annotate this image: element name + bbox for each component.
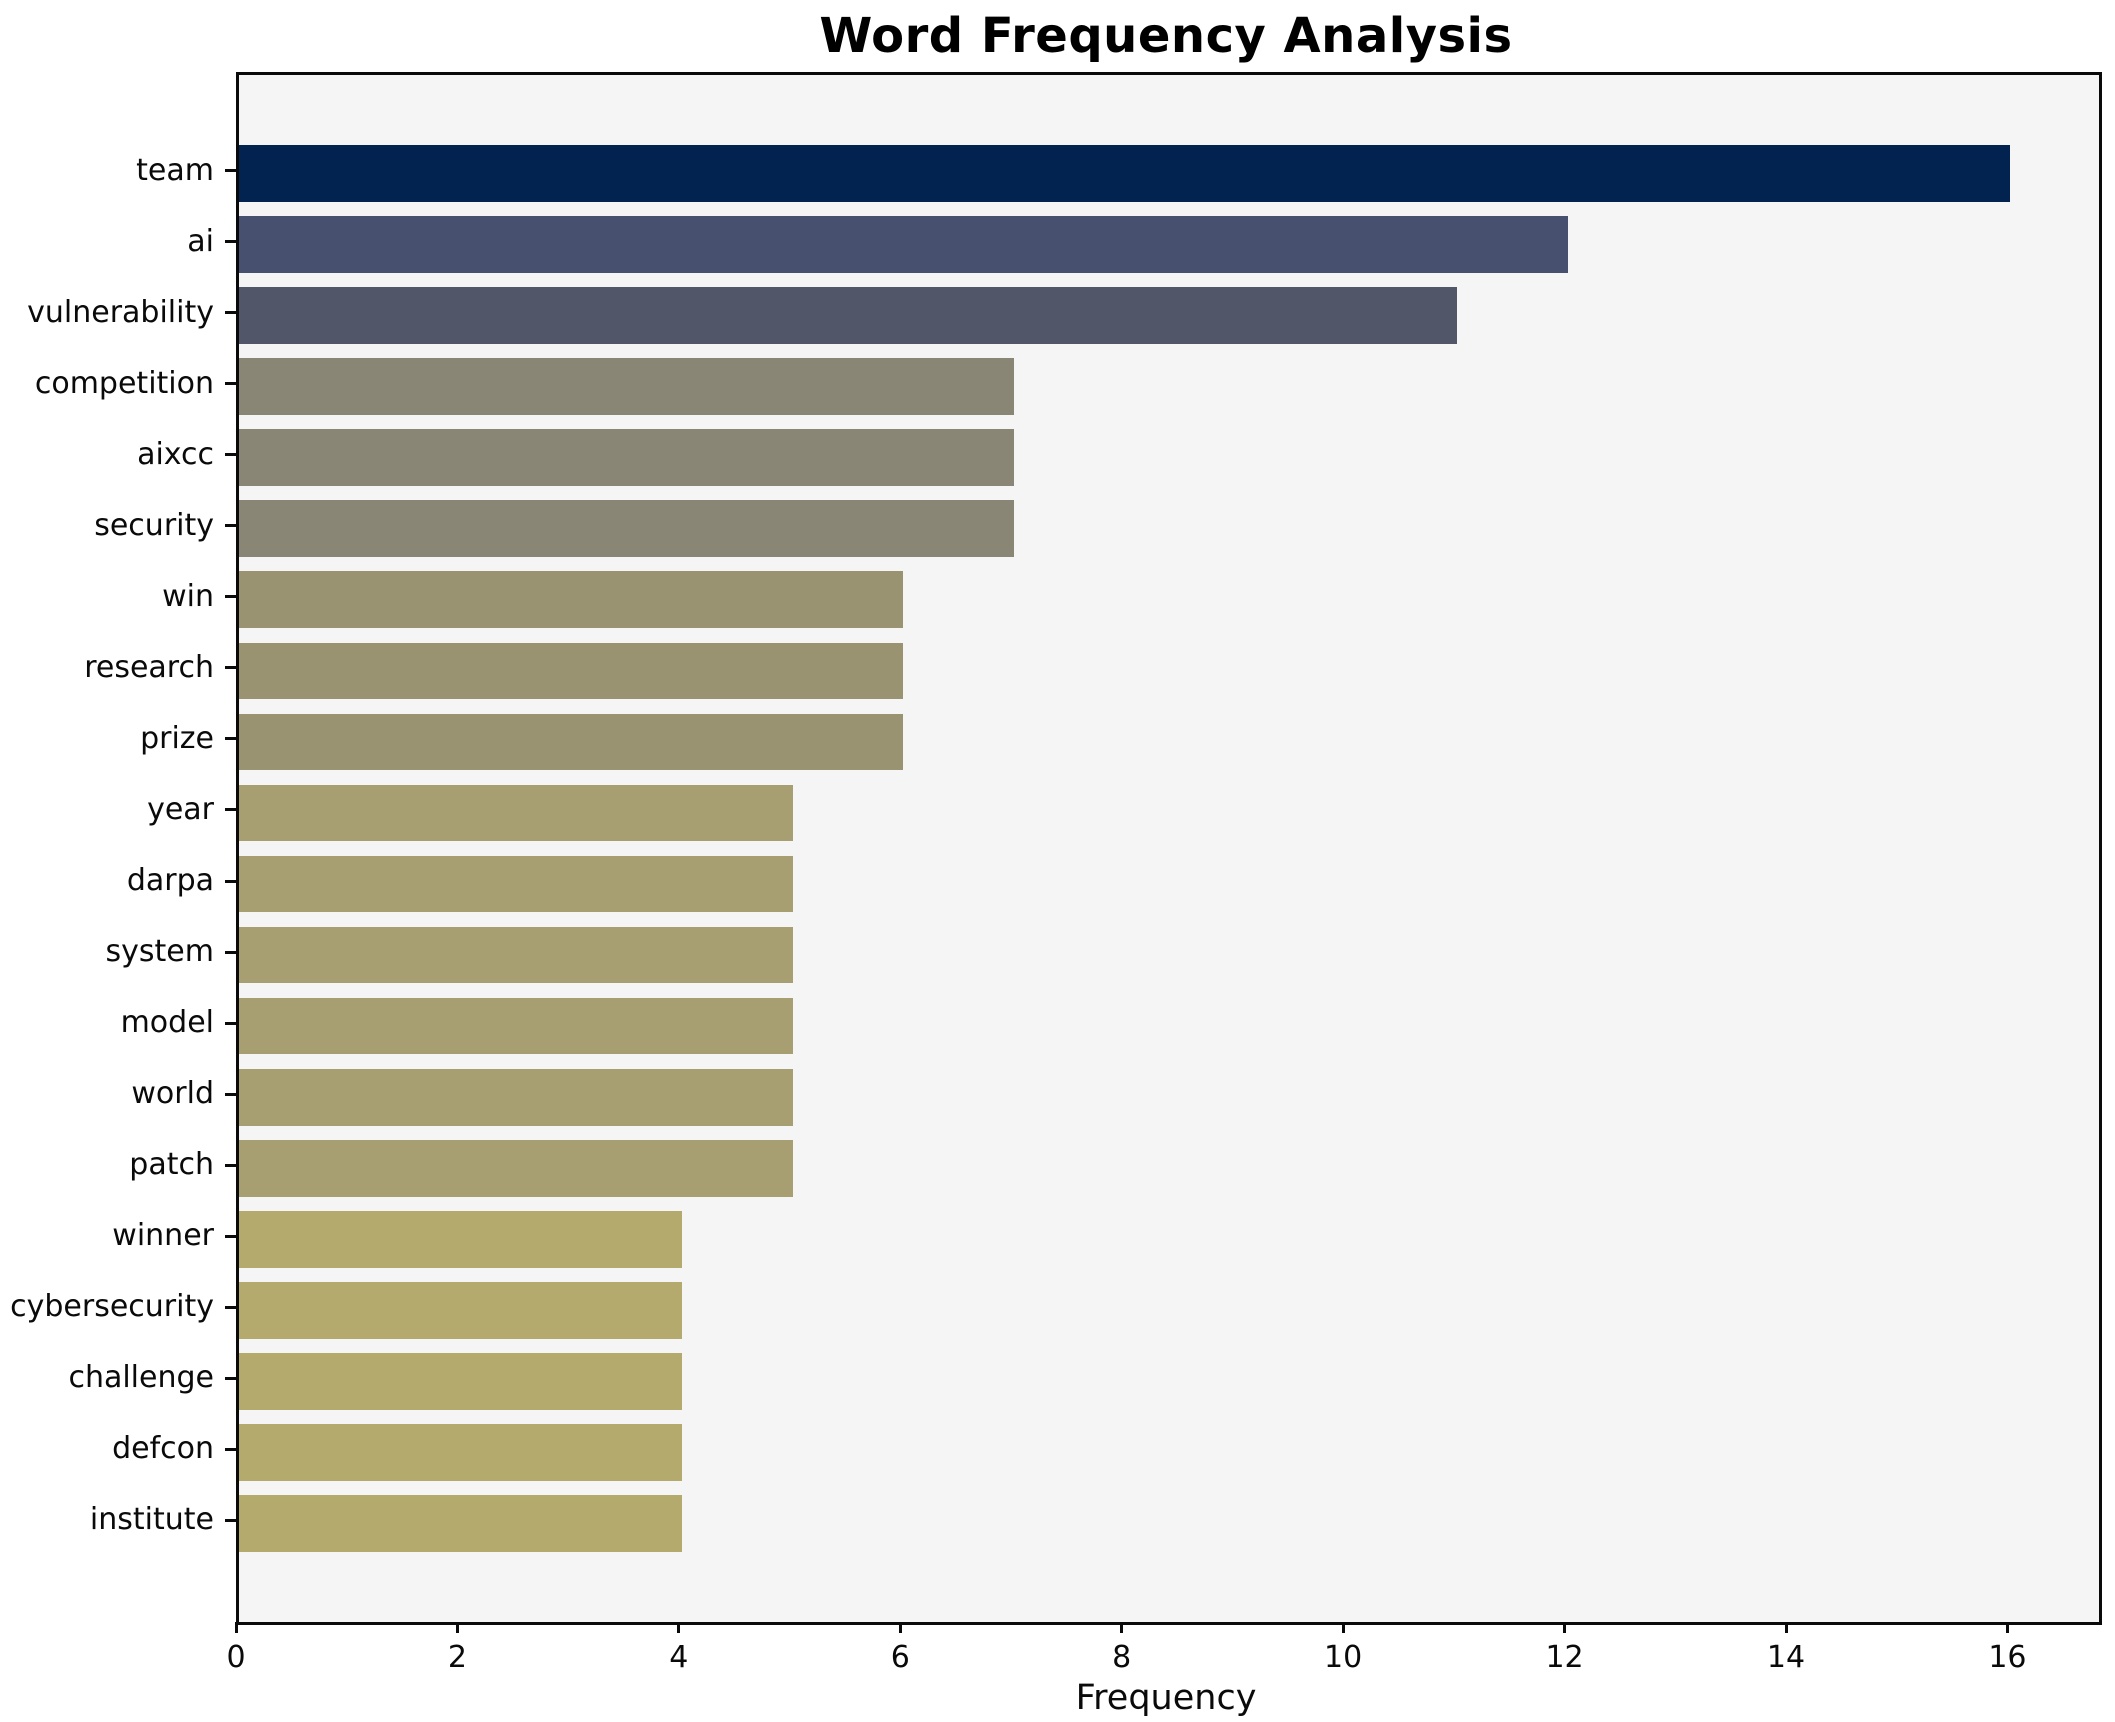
bar-ai	[239, 216, 1568, 274]
y-tick-label-prize: prize	[140, 720, 214, 756]
y-tick-mark-prize	[225, 737, 236, 741]
x-tick-label-10: 10	[1324, 1640, 1363, 1675]
y-tick-mark-model	[225, 1021, 236, 1025]
bar-challenge	[239, 1352, 682, 1410]
x-tick-label-12: 12	[1545, 1640, 1584, 1675]
bar-security	[239, 500, 1014, 558]
y-tick-mark-competition	[225, 382, 236, 386]
bar-darpa	[239, 855, 793, 913]
y-tick-label-cybersecurity: cybersecurity	[10, 1289, 214, 1325]
y-tick-label-year: year	[147, 791, 214, 827]
bar-defcon	[239, 1423, 682, 1481]
y-tick-label-security: security	[94, 507, 214, 543]
y-tick-label-research: research	[84, 649, 214, 685]
y-tick-mark-winner	[225, 1234, 236, 1238]
x-tick-mark-10	[1341, 1622, 1345, 1633]
bar-win	[239, 571, 904, 629]
bar-institute	[239, 1494, 682, 1552]
y-tick-mark-patch	[225, 1163, 236, 1167]
bar-year	[239, 784, 793, 842]
y-tick-mark-ai	[225, 240, 236, 244]
x-tick-mark-14	[1784, 1622, 1788, 1633]
bar-vulnerability	[239, 287, 1457, 345]
bar-model	[239, 997, 793, 1055]
y-tick-mark-cybersecurity	[225, 1305, 236, 1309]
bar-competition	[239, 358, 1014, 416]
y-tick-label-challenge: challenge	[68, 1360, 214, 1396]
y-tick-mark-research	[225, 666, 236, 670]
y-tick-mark-security	[225, 524, 236, 528]
x-tick-label-0: 0	[226, 1640, 246, 1675]
y-tick-label-model: model	[120, 1005, 214, 1041]
y-tick-mark-institute	[225, 1518, 236, 1522]
bar-winner	[239, 1210, 682, 1268]
x-tick-label-14: 14	[1766, 1640, 1806, 1675]
y-tick-mark-darpa	[225, 879, 236, 883]
y-tick-mark-system	[225, 950, 236, 954]
y-tick-mark-win	[225, 595, 236, 599]
y-tick-label-patch: patch	[129, 1147, 214, 1183]
plot-area	[236, 72, 2102, 1625]
y-tick-mark-vulnerability	[225, 311, 236, 315]
y-tick-label-winner: winner	[112, 1218, 214, 1254]
bar-aixcc	[239, 429, 1014, 487]
x-tick-label-16: 16	[1988, 1640, 2027, 1675]
x-tick-mark-2	[455, 1622, 459, 1633]
x-tick-label-6: 6	[890, 1640, 910, 1675]
x-tick-label-2: 2	[447, 1640, 467, 1675]
bar-team	[239, 145, 2011, 203]
y-tick-label-defcon: defcon	[112, 1431, 214, 1467]
y-tick-mark-world	[225, 1092, 236, 1096]
bar-research	[239, 642, 904, 700]
y-tick-label-system: system	[105, 934, 214, 970]
bar-cybersecurity	[239, 1281, 682, 1339]
x-tick-mark-4	[677, 1622, 681, 1633]
y-tick-mark-challenge	[225, 1376, 236, 1380]
x-tick-mark-8	[1120, 1622, 1124, 1633]
y-tick-label-institute: institute	[89, 1502, 214, 1538]
y-tick-mark-aixcc	[225, 453, 236, 457]
y-tick-mark-defcon	[225, 1447, 236, 1451]
y-tick-label-vulnerability: vulnerability	[27, 294, 214, 330]
y-tick-label-competition: competition	[34, 365, 214, 401]
chart-title: Word Frequency Analysis	[819, 8, 1513, 64]
x-tick-mark-12	[1563, 1622, 1567, 1633]
x-tick-mark-16	[2005, 1622, 2009, 1633]
y-tick-label-ai: ai	[187, 223, 214, 259]
x-tick-mark-0	[234, 1622, 238, 1633]
x-axis-label: Frequency	[1075, 1678, 1257, 1718]
bar-patch	[239, 1139, 793, 1197]
y-tick-mark-year	[225, 808, 236, 812]
y-tick-mark-team	[225, 169, 236, 173]
bar-system	[239, 926, 793, 984]
bar-prize	[239, 713, 904, 771]
x-tick-label-4: 4	[669, 1640, 689, 1675]
y-tick-label-darpa: darpa	[126, 863, 214, 898]
y-tick-label-aixcc: aixcc	[137, 436, 214, 472]
x-tick-label-8: 8	[1112, 1640, 1132, 1675]
bar-world	[239, 1068, 793, 1126]
y-tick-label-team: team	[136, 152, 214, 188]
y-tick-label-win: win	[162, 578, 214, 614]
y-tick-label-world: world	[131, 1076, 214, 1112]
x-tick-mark-6	[898, 1622, 902, 1633]
